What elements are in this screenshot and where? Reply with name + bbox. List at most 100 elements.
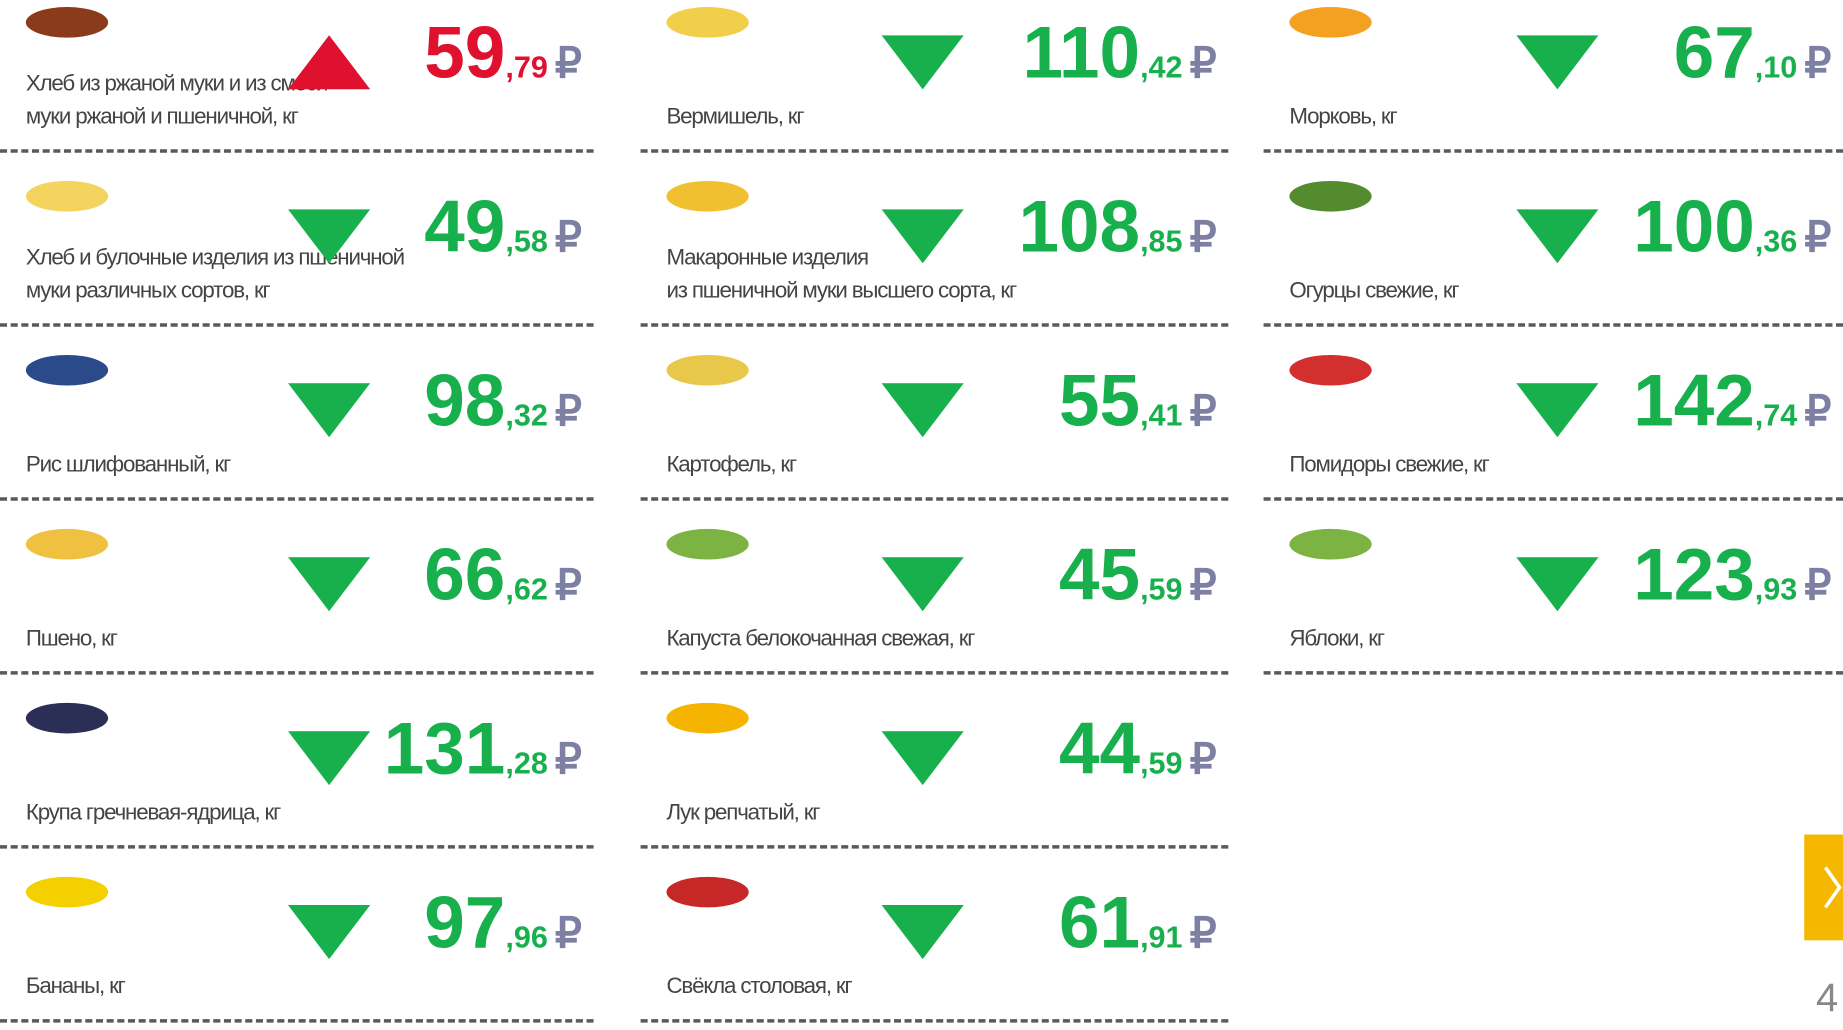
price-rubles: 59	[424, 13, 505, 94]
product-icon	[666, 877, 748, 908]
trend-down	[288, 905, 370, 959]
trend-down	[1516, 383, 1598, 437]
price-item: Картофель, кг55,41₽	[641, 334, 1229, 508]
trend-down	[288, 209, 370, 263]
page-number: 4	[1816, 976, 1838, 1022]
product-icon	[666, 181, 748, 212]
price-kopecks: ,32	[505, 397, 547, 432]
price-item: Рис шлифованный, кг 98,32₽	[0, 334, 594, 508]
dashed-separator	[641, 845, 1229, 849]
price: 61,91₽	[1059, 882, 1217, 965]
price: 98,32₽	[424, 360, 582, 443]
dashed-separator	[641, 323, 1229, 327]
product-name: Картофель, кг	[666, 449, 796, 482]
price: 59,79₽	[424, 12, 582, 95]
dashed-separator	[0, 497, 594, 501]
product-name: Бананы, кг	[26, 971, 125, 1004]
price-item: Крупа гречневая-ядрица, кг 131,28₽	[0, 682, 594, 856]
price-kopecks: ,41	[1140, 397, 1182, 432]
trend-triangle	[288, 557, 370, 611]
infographic: 4 Хлеб из ржаной муки и из смесимуки ржа…	[0, 0, 1843, 1016]
price-rubles: 49	[424, 187, 505, 268]
product-name: Крупа гречневая-ядрица, кг	[26, 797, 280, 830]
dashed-separator	[1264, 149, 1843, 153]
name-line: Рис шлифованный, кг	[26, 449, 230, 482]
name-line: Хлеб из ржаной муки и из смеси	[26, 68, 327, 101]
trend-up	[288, 35, 370, 89]
name-line: Морковь, кг	[1289, 101, 1396, 134]
name-line: муки различных сортов, кг	[26, 275, 404, 308]
price-kopecks: ,96	[505, 919, 547, 954]
price-item: Свёкла столовая, кг61,91₽	[641, 856, 1229, 1030]
next-button[interactable]	[1804, 835, 1843, 941]
product-name: Капуста белокочанная свежая, кг	[666, 623, 974, 656]
dashed-separator	[0, 149, 594, 153]
product-icon	[26, 703, 108, 734]
product-name: Пшено, кг	[26, 623, 117, 656]
price-kopecks: ,79	[505, 49, 547, 84]
price-kopecks: ,28	[505, 745, 547, 780]
product-name: Помидоры свежие, кг	[1289, 449, 1488, 482]
dashed-separator	[0, 323, 594, 327]
price: 67,10₽	[1674, 12, 1832, 95]
product-icon	[26, 7, 108, 38]
price-rubles: 67	[1674, 13, 1755, 94]
price: 100,36₽	[1633, 186, 1831, 269]
price-kopecks: ,59	[1140, 571, 1182, 606]
trend-triangle	[882, 557, 964, 611]
product-name: Яблоки, кг	[1289, 623, 1383, 656]
trend-triangle	[1516, 557, 1598, 611]
price-kopecks: ,91	[1140, 919, 1182, 954]
product-name: Лук репчатый, кг	[666, 797, 819, 830]
price: 131,28₽	[384, 708, 582, 791]
price-item: Вермишель, кг110,42₽	[641, 0, 1229, 160]
trend-down	[882, 209, 964, 263]
trend-triangle	[882, 35, 964, 89]
trend-triangle	[1516, 209, 1598, 263]
currency: ₽	[1804, 39, 1831, 87]
trend-triangle	[882, 905, 964, 959]
price-rubles: 131	[384, 709, 506, 790]
price: 110,42₽	[1022, 12, 1216, 95]
page: 4 Хлеб из ржаной муки и из смесимуки ржа…	[0, 0, 1843, 1016]
name-line: Крупа гречневая-ядрица, кг	[26, 797, 280, 830]
price-rubles: 97	[424, 883, 505, 964]
price-kopecks: ,10	[1755, 49, 1797, 84]
dashed-separator	[0, 845, 594, 849]
dashed-separator	[641, 497, 1229, 501]
price-item: Огурцы свежие, кг 100,36₽	[1264, 160, 1843, 334]
product-icon	[1289, 355, 1371, 386]
dashed-separator	[641, 671, 1229, 675]
trend-triangle	[288, 731, 370, 785]
name-line: Картофель, кг	[666, 449, 796, 482]
currency: ₽	[1190, 39, 1217, 87]
name-line: Яблоки, кг	[1289, 623, 1383, 656]
product-icon	[26, 355, 108, 386]
price-item: Лук репчатый, кг44,59₽	[641, 682, 1229, 856]
trend-triangle	[288, 383, 370, 437]
name-line: муки ржаной и пшеничной, кг	[26, 101, 327, 134]
currency: ₽	[555, 909, 582, 957]
price-rubles: 108	[1018, 187, 1140, 268]
name-line: из пшеничной муки высшего сорта, кг	[666, 275, 1015, 308]
product-icon	[26, 877, 108, 908]
name-line: Капуста белокочанная свежая, кг	[666, 623, 974, 656]
name-line: Помидоры свежие, кг	[1289, 449, 1488, 482]
product-icon	[26, 529, 108, 560]
currency: ₽	[555, 735, 582, 783]
currency: ₽	[1804, 213, 1831, 261]
price: 49,58₽	[424, 186, 582, 269]
product-icon	[666, 355, 748, 386]
product-name: Огурцы свежие, кг	[1289, 275, 1458, 308]
price-kopecks: ,85	[1140, 223, 1182, 258]
currency: ₽	[1190, 561, 1217, 609]
trend-triangle	[288, 35, 370, 89]
product-icon	[26, 181, 108, 212]
currency: ₽	[555, 213, 582, 261]
product-icon	[1289, 529, 1371, 560]
trend-triangle	[882, 209, 964, 263]
trend-triangle	[1516, 35, 1598, 89]
price-rubles: 142	[1633, 361, 1755, 442]
